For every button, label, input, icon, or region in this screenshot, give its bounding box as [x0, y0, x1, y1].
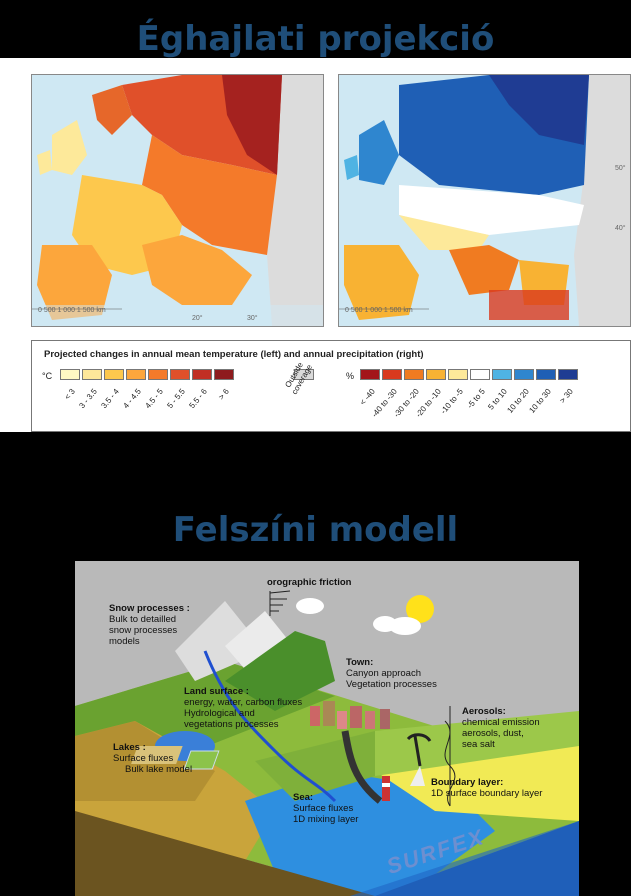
precipitation-class-swatch [382, 369, 402, 380]
longitude-label-20: 20° [192, 315, 203, 322]
precipitation-class-swatch [448, 369, 468, 380]
precipitation-class-swatch [426, 369, 446, 380]
temperature-class-swatch [60, 369, 80, 380]
precipitation-class-swatch [492, 369, 512, 380]
lakes-label: Lakes : Surface fluxes Bulk lake model [113, 742, 193, 775]
scale-bar-label: 0 500 1 000 1 500 km [345, 307, 413, 314]
precipitation-class-swatch [514, 369, 534, 380]
precipitation-class-swatch [404, 369, 424, 380]
latitude-label-40: 40° [615, 225, 626, 232]
sea-label: Sea: Surface fluxes 1D mixing layer [293, 792, 359, 825]
precipitation-class-swatch [360, 369, 380, 380]
temperature-class-swatch [82, 369, 102, 380]
precipitation-class-swatch [558, 369, 578, 380]
outside-coverage-swatch [294, 369, 314, 380]
boundary-layer-label: Boundary layer: 1D surface boundary laye… [431, 777, 543, 799]
precipitation-map: 0 500 1 000 1 500 km 40° 50° [338, 74, 631, 327]
latitude-label-50: 50° [615, 165, 626, 172]
snow-processes-label: Snow processes : Bulk to detailled snow … [109, 603, 190, 647]
temperature-class-swatch [170, 369, 190, 380]
orographic-friction-label: orographic friction [267, 577, 352, 588]
climate-projection-title: Éghajlati projekció [136, 19, 495, 59]
map-legend: Projected changes in annual mean tempera… [31, 340, 631, 432]
precipitation-class-swatch [470, 369, 490, 380]
aerosols-label: Aerosols: chemical emission aerosols, du… [462, 706, 540, 750]
temperature-class-swatch [148, 369, 168, 380]
temperature-class-swatch [126, 369, 146, 380]
precipitation-class-swatch [536, 369, 556, 380]
precipitation-unit: % [346, 371, 355, 381]
temperature-class-swatch [214, 369, 234, 380]
temperature-map: 0 500 1 000 1 500 km 20° 30° [31, 74, 324, 327]
surfex-illustration [75, 590, 579, 896]
temperature-class-swatch [104, 369, 124, 380]
land-surface-label: Land surface : energy, water, carbon flu… [184, 686, 303, 730]
town-label: Town: Canyon approach Vegetation process… [346, 657, 437, 690]
legend-title: Projected changes in annual mean tempera… [44, 349, 424, 360]
scale-bar-label: 0 500 1 000 1 500 km [38, 307, 106, 314]
temperature-unit: °C [42, 371, 53, 381]
surface-model-title: Felszíni modell [172, 510, 459, 550]
climate-maps-panel: 0 500 1 000 1 500 km 20° 30° 0 500 1 000… [0, 58, 631, 432]
longitude-label-30: 30° [247, 315, 258, 322]
surfex-diagram: orographic friction Snow processes : Bul… [75, 561, 579, 896]
temperature-class-swatch [192, 369, 212, 380]
